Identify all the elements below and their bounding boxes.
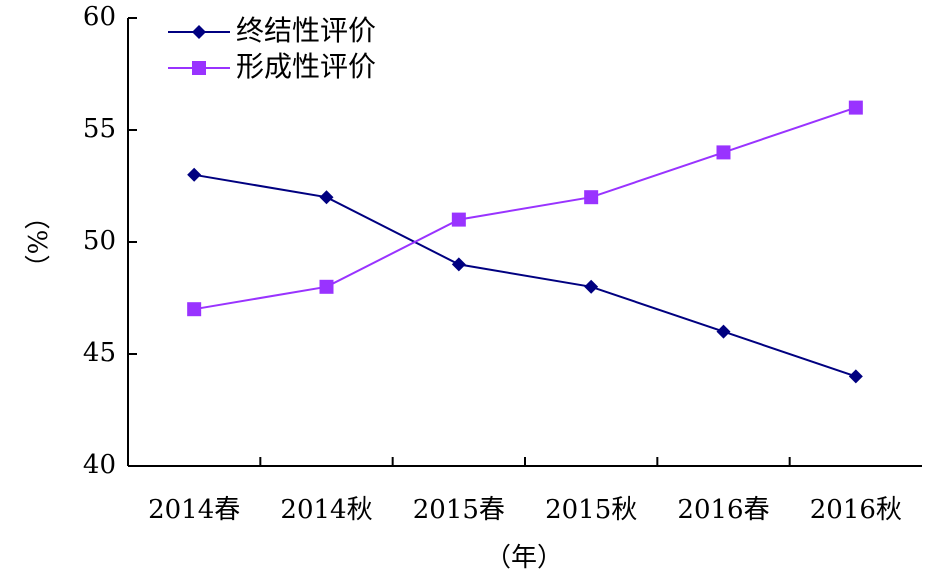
data-point-square (848, 100, 863, 115)
y-tick-label: 50 (83, 226, 116, 256)
data-point-square (716, 145, 731, 160)
x-category-label: 2016春 (677, 495, 769, 525)
series-layer (187, 100, 863, 384)
x-category-label: 2015秋 (545, 495, 637, 525)
y-axis-title: （%） (24, 204, 54, 281)
y-tick-label: 60 (83, 2, 116, 32)
data-point-square (187, 302, 202, 317)
data-point-diamond (187, 167, 202, 182)
x-category-label: 2014春 (148, 495, 240, 525)
y-tick-label: 55 (83, 114, 116, 144)
data-point-diamond (319, 190, 334, 205)
data-point-diamond (451, 257, 466, 272)
series-line-2 (193, 106, 857, 311)
x-category-label: 2014秋 (280, 495, 372, 525)
y-axis-ticks: 40 45 50 55 60 (83, 2, 137, 480)
legend-label-2: 形成性评价 (236, 50, 376, 83)
x-axis-ticks: 2014春 2014秋 2015春 2015秋 2016春 2016秋 (148, 457, 902, 525)
legend-marker-square (192, 61, 206, 75)
data-point-square (584, 190, 599, 205)
x-axis-title: （年） (485, 543, 563, 573)
x-category-label: 2016秋 (810, 495, 902, 525)
y-tick-label: 40 (83, 450, 116, 480)
data-point-square (451, 212, 466, 227)
legend-label-1: 终结性评价 (236, 14, 376, 47)
series-line-1 (193, 173, 857, 378)
data-point-square (319, 279, 334, 294)
data-point-diamond (848, 369, 863, 384)
chart-axes (127, 18, 922, 467)
data-point-diamond (716, 324, 731, 339)
x-category-label: 2015春 (413, 495, 505, 525)
data-point-diamond (584, 279, 599, 294)
y-tick-label: 45 (83, 338, 116, 368)
legend-marker-diamond (192, 25, 206, 39)
